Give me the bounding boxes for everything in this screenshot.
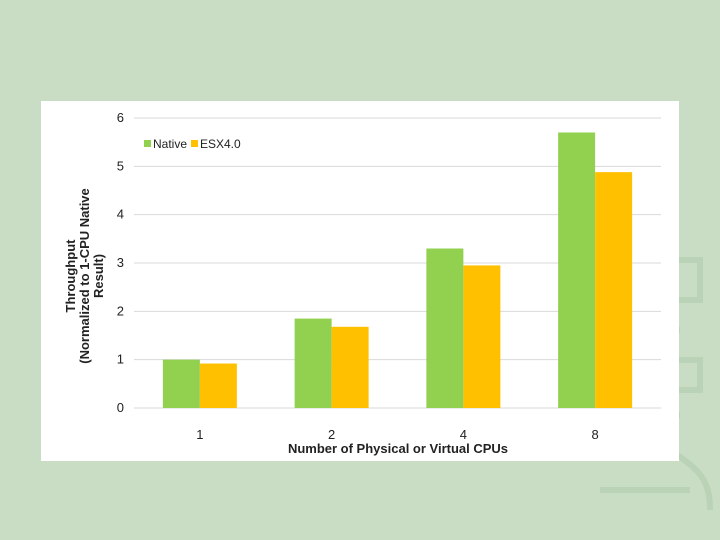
- x-axis-title: Number of Physical or Virtual CPUs: [288, 441, 508, 456]
- x-tick-label: 1: [196, 427, 203, 442]
- legend-label-native: Native: [153, 137, 187, 151]
- legend-swatch-esx: [191, 140, 198, 147]
- y-tick-label: 2: [117, 303, 124, 318]
- bar-esx4-0-8: [595, 172, 633, 408]
- y-tick-label: 6: [117, 110, 124, 125]
- legend-label-esx: ESX4.0: [200, 137, 241, 151]
- x-tick-label: 4: [460, 427, 467, 442]
- x-tick-label: 2: [328, 427, 335, 442]
- y-tick-label: 0: [117, 400, 124, 415]
- legend: Native ESX4.0: [144, 137, 241, 151]
- bar-native-4: [426, 248, 464, 408]
- bar-native-2: [294, 318, 332, 408]
- bar-native-8: [558, 132, 596, 408]
- x-tick-label: 8: [592, 427, 599, 442]
- bar-esx4-0-1: [199, 363, 237, 408]
- y-tick-label: 3: [117, 255, 124, 270]
- chart-panel: 0 1 2 3 4 5 6 1 2 4 8 Number of Physical or Virtu…: [41, 101, 679, 461]
- y-tick-label: 4: [117, 207, 124, 222]
- bar-esx4-0-2: [331, 326, 369, 408]
- y-axis-title: Throughput (Normalized to 1-CPU Native R…: [63, 188, 106, 364]
- x-tick-labels: 1 2 4 8: [196, 427, 598, 442]
- y-axis-title-line-3: Result): [91, 254, 106, 298]
- y-tick-labels: 0 1 2 3 4 5 6: [117, 110, 124, 415]
- bar-chart: 0 1 2 3 4 5 6 1 2 4 8 Number of Physical or Virtu…: [63, 110, 661, 456]
- y-axis-title-line-2: (Normalized to 1-CPU Native: [77, 188, 92, 364]
- bars: [162, 132, 633, 408]
- bar-native-1: [162, 359, 200, 408]
- y-tick-label: 5: [117, 158, 124, 173]
- y-axis-title-line-1: Throughput: [63, 239, 78, 313]
- bar-esx4-0-4: [463, 265, 501, 408]
- y-tick-label: 1: [117, 352, 124, 367]
- legend-swatch-native: [144, 140, 151, 147]
